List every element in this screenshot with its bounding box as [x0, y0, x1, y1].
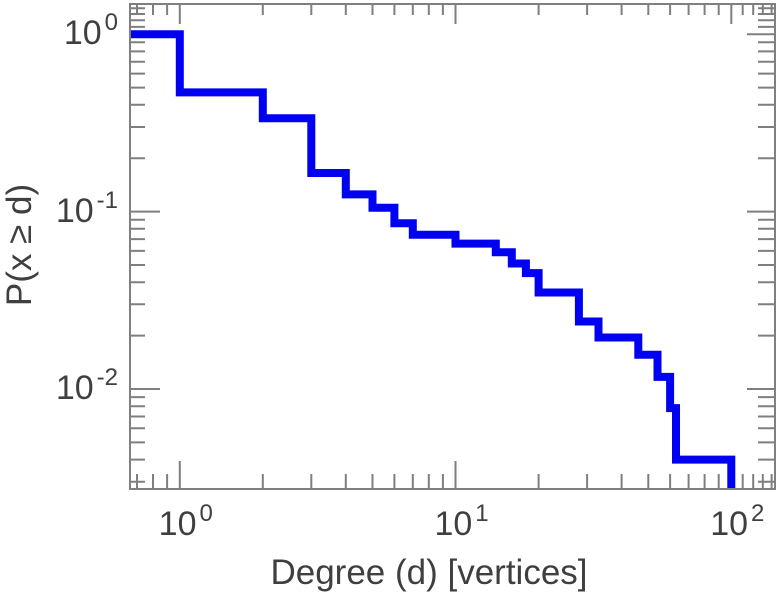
- plot-frame: [129, 3, 776, 490]
- ccdf-step-curve: [131, 30, 736, 488]
- tick-base: 10: [158, 505, 197, 543]
- tick-base: 10: [63, 14, 102, 53]
- y-tick-label: 10 -2: [0, 365, 118, 411]
- tick-base: 10: [55, 368, 94, 407]
- tick-base: 10: [55, 191, 94, 230]
- tick-base: 10: [710, 505, 749, 543]
- tick-exponent: 0: [104, 9, 118, 37]
- tick-base: 10: [434, 505, 473, 543]
- tick-exponent: 1: [475, 500, 489, 527]
- axis-ticks: [130, 4, 775, 489]
- y-tick-label: 10 -1: [0, 188, 118, 234]
- x-tick-label: 10 0: [158, 502, 213, 547]
- tick-exponent: -2: [96, 363, 118, 391]
- tick-exponent: 0: [199, 500, 213, 527]
- tick-exponent: -1: [96, 186, 118, 214]
- x-axis-label: Degree (d) [vertices]: [270, 553, 588, 592]
- tick-exponent: 2: [751, 500, 765, 527]
- x-tick-label: 10 2: [710, 502, 764, 547]
- y-tick-label: 10 0: [0, 11, 118, 56]
- x-tick-label: 10 1: [434, 502, 488, 547]
